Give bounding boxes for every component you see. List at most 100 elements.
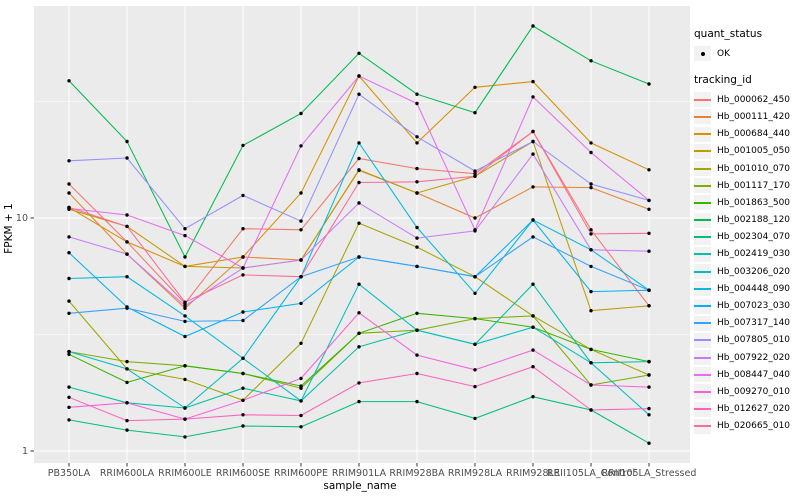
data-point <box>241 193 245 198</box>
legend-key-box <box>694 46 711 62</box>
data-point <box>531 365 535 369</box>
data-point <box>67 251 71 255</box>
data-point <box>241 424 245 428</box>
data-point <box>67 191 71 195</box>
data-point <box>183 319 187 324</box>
legend: quant_status OK tracking_id Hb_000062_45… <box>694 28 798 435</box>
legend-key-box <box>694 126 711 142</box>
legend-item-label: Hb_009270_010 <box>717 386 791 397</box>
data-point <box>473 342 477 346</box>
x-tick-label: RRIM901LA <box>332 468 387 479</box>
legend-item-Hb_012627_020: Hb_012627_020 <box>694 401 798 418</box>
data-point <box>67 352 71 356</box>
data-point <box>589 185 593 190</box>
legend-key-box <box>694 418 711 434</box>
data-point <box>67 405 71 409</box>
legend-key-box <box>694 367 711 383</box>
legend-item-label: Hb_001117_170 <box>717 180 791 191</box>
data-point <box>125 306 129 310</box>
data-point <box>589 59 593 63</box>
legend-key-box <box>694 246 711 262</box>
data-point <box>241 227 245 231</box>
data-point <box>183 364 187 368</box>
legend-key-box <box>694 109 711 125</box>
y-tick-label: 10 <box>16 213 28 224</box>
data-point <box>415 311 419 315</box>
legend-key-box <box>694 281 711 297</box>
legend-item-label: Hb_007805_010 <box>717 335 791 346</box>
legend-item-label: Hb_002304_070 <box>717 232 791 243</box>
legend-item-label: Hb_012627_020 <box>717 404 791 415</box>
legend-key-line-icon <box>694 356 711 359</box>
data-point <box>415 180 419 184</box>
data-point <box>589 228 593 232</box>
legend-key-line-icon <box>694 270 711 273</box>
data-point <box>589 383 593 387</box>
data-point <box>125 380 129 385</box>
legend-item-Hb_001863_500: Hb_001863_500 <box>694 194 798 211</box>
y-tick-label: 1 <box>22 446 28 457</box>
data-point <box>183 334 187 339</box>
data-point <box>647 359 651 364</box>
data-point <box>241 318 245 323</box>
data-point <box>183 304 187 308</box>
legend-title-tracking-id: tracking_id <box>694 74 752 87</box>
data-point <box>357 381 361 385</box>
legend-item-label: Hb_000062_450 <box>717 94 791 105</box>
data-point <box>299 301 303 306</box>
legend-item-label: Hb_002419_030 <box>717 249 791 260</box>
data-point <box>531 152 535 156</box>
legend-item-Hb_007805_010: Hb_007805_010 <box>694 332 798 349</box>
legend-key-line-icon <box>694 425 711 428</box>
data-point <box>183 406 187 410</box>
data-point <box>589 361 593 365</box>
data-point <box>241 386 245 390</box>
data-point <box>299 258 303 262</box>
x-tick-label: RRIM928BA <box>389 468 445 479</box>
data-point <box>241 143 245 148</box>
legend-item-Hb_000111_420: Hb_000111_420 <box>694 108 798 125</box>
data-point <box>531 129 535 134</box>
data-point <box>647 231 651 235</box>
data-point <box>241 310 245 314</box>
x-axis-title: sample_name <box>323 480 396 492</box>
legend-item-Hb_001117_170: Hb_001117_170 <box>694 177 798 194</box>
data-point <box>67 385 71 389</box>
legend-item-label: Hb_007023_030 <box>717 301 791 312</box>
data-point <box>67 79 71 83</box>
data-point <box>125 428 129 432</box>
data-point <box>531 95 535 99</box>
data-point <box>473 291 477 295</box>
x-tick-label: RRII105LA_Control <box>547 468 635 479</box>
axes: PB350LA RRIM600LA RRIM600LE RRIM600SE RRIM60… <box>3 203 696 492</box>
data-point <box>183 314 187 318</box>
data-point <box>299 399 303 403</box>
data-point <box>357 92 361 96</box>
data-point <box>299 384 303 388</box>
legend-item-Hb_000684_440: Hb_000684_440 <box>694 126 798 143</box>
legend-item-label: Hb_007317_140 <box>717 318 791 329</box>
legend-item-label: Hb_000684_440 <box>717 129 791 140</box>
data-point <box>125 213 129 217</box>
legend-item-label: Hb_007922_020 <box>717 352 791 363</box>
data-point <box>415 236 419 240</box>
data-point <box>589 264 593 269</box>
data-point <box>67 182 71 186</box>
data-point <box>299 219 303 223</box>
legend-item-Hb_007317_140: Hb_007317_140 <box>694 315 798 332</box>
data-point <box>589 141 593 145</box>
legend-item-Hb_007922_020: Hb_007922_020 <box>694 349 798 366</box>
data-point <box>241 266 245 270</box>
legend-title-quant-status: quant_status <box>694 28 763 40</box>
legend-key-line-icon <box>694 390 711 393</box>
legend-key-line-icon <box>694 339 711 342</box>
data-point <box>415 399 419 404</box>
data-point <box>125 275 129 279</box>
legend-item-Hb_003206_020: Hb_003206_020 <box>694 263 798 280</box>
legend-item-Hb_001010_070: Hb_001010_070 <box>694 160 798 177</box>
x-tick-label: RRIM600LA <box>100 468 155 479</box>
data-point <box>67 299 71 303</box>
data-point <box>125 367 129 371</box>
legend-item-Hb_008447_040: Hb_008447_040 <box>694 366 798 383</box>
data-point <box>531 79 535 84</box>
